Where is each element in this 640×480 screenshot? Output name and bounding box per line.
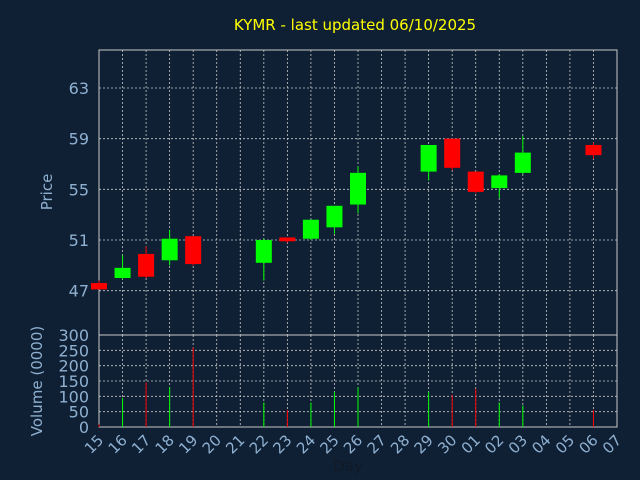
candle-body: [161, 238, 178, 261]
x-tick-label: 18: [152, 431, 178, 457]
x-tick-label: 16: [105, 431, 131, 457]
x-tick-label: 07: [599, 431, 625, 457]
x-tick-label: 04: [528, 431, 554, 457]
candle-body: [514, 152, 531, 173]
price-tick-label: 51: [69, 231, 89, 250]
x-tick-label: 26: [340, 431, 366, 457]
chart-marks: 4751555963050100150200250300151617181920…: [58, 49, 625, 457]
candle-body: [585, 145, 602, 156]
volume-tick-label: 50: [69, 403, 89, 422]
x-tick-label: 29: [411, 431, 437, 457]
candle-body: [350, 172, 366, 205]
candle-body: [302, 219, 319, 239]
candle-body: [420, 145, 437, 172]
volume-tick-label: 200: [58, 357, 89, 376]
price-tick-label: 55: [69, 180, 89, 199]
volume-tick-label: 300: [58, 326, 89, 345]
candle-body: [444, 138, 461, 168]
x-tick-label: 28: [387, 431, 413, 457]
x-tick-label: 25: [316, 431, 342, 457]
volume-tick-label: 250: [58, 341, 89, 360]
price-tick-label: 63: [69, 79, 89, 98]
price-tick-label: 47: [69, 282, 89, 301]
x-tick-label: 19: [175, 431, 201, 457]
x-tick-label: 30: [434, 431, 460, 457]
candle-body: [279, 237, 296, 242]
candle-body: [185, 236, 202, 265]
candle-body: [114, 267, 131, 278]
price-tick-label: 59: [69, 130, 89, 149]
x-tick-label: 03: [505, 431, 531, 457]
x-tick-label: 24: [293, 431, 319, 457]
chart-title: KYMR - last updated 06/10/2025: [234, 16, 476, 34]
x-tick-label: 20: [199, 431, 225, 457]
x-tick-label: 01: [458, 431, 484, 457]
price-axis-label: Price: [38, 174, 56, 211]
x-tick-label: 22: [246, 431, 272, 457]
candle-body: [255, 240, 272, 263]
candle-body: [491, 175, 508, 189]
x-tick-label: 23: [269, 431, 295, 457]
x-axis-label: Day: [333, 457, 363, 475]
x-tick-label: 17: [128, 431, 154, 457]
x-tick-label: 02: [481, 431, 507, 457]
candle-body: [467, 171, 484, 192]
volume-tick-label: 150: [58, 372, 89, 391]
x-tick-label: 27: [364, 431, 390, 457]
volume-tick-label: 0: [79, 418, 89, 437]
x-tick-label: 06: [575, 431, 601, 457]
x-tick-label: 05: [552, 431, 578, 457]
candle-body: [326, 205, 343, 228]
volume-axis-label: Volume (0000): [28, 326, 46, 436]
candle-body: [138, 253, 155, 277]
candle-body: [91, 283, 107, 290]
volume-tick-label: 100: [58, 387, 89, 406]
x-tick-label: 21: [222, 431, 248, 457]
